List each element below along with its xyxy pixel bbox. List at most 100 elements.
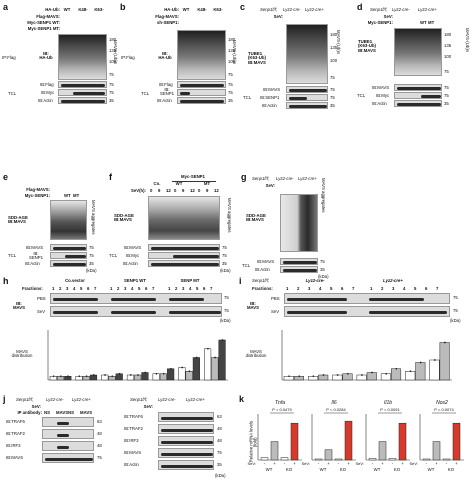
data-point — [444, 341, 446, 344]
geno-senp1-right: Senp1f/f; — [130, 397, 148, 402]
ko-label: KO — [394, 467, 401, 472]
group-co-vector: Co.vector — [65, 278, 85, 283]
data-point — [181, 366, 184, 369]
mw-75b: 75 — [224, 308, 229, 313]
panel-a: a HA-Ub: WT K48- K63- Flag-MAVS: Myc-SEN… — [0, 0, 118, 110]
bar — [452, 422, 461, 461]
fraction-number: 5 — [330, 286, 333, 291]
ib-actin-label: IB:Actin — [157, 98, 172, 103]
geno-cre-neg-right: Lyz2-cre- — [158, 397, 176, 402]
ib-actin-label: IB:Actin — [255, 267, 270, 272]
ip-label: IP:Flag — [121, 55, 135, 60]
ib-actin-label: IB:Actin — [262, 103, 277, 108]
data-point — [419, 361, 422, 364]
p-value: P = 0.0284 — [326, 407, 346, 412]
fraction-number: 4 — [131, 286, 134, 291]
panel-j-label: j — [3, 394, 6, 404]
p-value: P = 0.0074 — [434, 407, 454, 412]
fraction-number: 7 — [436, 286, 439, 291]
tcl-label: TCL — [242, 263, 251, 268]
ip-antibody-col: NS — [68, 410, 74, 415]
ub-smear-blot — [58, 34, 107, 80]
right-blot — [158, 436, 214, 446]
sev-sign: - — [446, 461, 448, 466]
bar — [388, 458, 397, 461]
left-mw: 75 — [97, 455, 102, 460]
fraction-number: 6 — [87, 286, 90, 291]
mavs-ub-side-label: MAVS-(Ub)n — [336, 30, 341, 55]
fraction-number: 1 — [370, 286, 373, 291]
geno-senp1: Senp1f/f; — [370, 7, 388, 12]
bar — [167, 368, 175, 381]
kda-label: (kDa) — [318, 274, 329, 279]
data-point — [312, 375, 315, 378]
mavs-ub-side-label: MAVS-(Ub)n — [113, 40, 118, 65]
fraction-number: 3 — [308, 286, 311, 291]
data-point — [371, 371, 373, 374]
tcl-label: TCL — [357, 93, 366, 98]
ib-myc-label: IB:Myc — [376, 93, 390, 98]
mavs-blot — [394, 84, 442, 91]
mavs-aggregates-label: MAVS aggregates — [91, 200, 96, 235]
right-ib-label: IB:TRAF2 — [124, 426, 143, 431]
panel-f: f Myc-SENP1 Co. WT MT SeV(h): 0 9 12 0 9 12 0 9… — [108, 172, 236, 273]
mw-75a: 75 — [222, 245, 227, 250]
sev-label: SeV: — [301, 461, 310, 466]
fraction-number: 6 — [425, 286, 428, 291]
row-flag-mavs: Flag-MAVS: — [26, 187, 50, 192]
data-point — [288, 375, 290, 378]
bar — [398, 422, 407, 461]
bar — [342, 373, 353, 381]
mw-75a: 75 — [89, 245, 94, 250]
bar — [185, 371, 193, 381]
ib-myc-label: IB:Myc — [41, 90, 55, 95]
myc-senp1-label: Myc-SENP1: — [367, 20, 393, 25]
sev-label: SeV: — [355, 461, 364, 466]
geno-senp1: Senp1f/f; — [252, 176, 270, 181]
mw-100: 100 — [109, 59, 117, 64]
bar — [439, 342, 450, 381]
ip-antibody-label: IP antibody: — [17, 410, 42, 415]
mw-75b: 75 — [222, 253, 227, 258]
sev-time: 0 — [150, 188, 153, 193]
sdd-age-label: SDD-AGE IB:MAVS — [114, 213, 134, 223]
panel-b: b HA-Ub: WT K48- K63- Flag-MAVS: sh-SENP… — [119, 0, 237, 110]
data-point — [170, 367, 172, 370]
mw-35: 35 — [89, 261, 94, 266]
data-point — [346, 372, 349, 375]
p-value: P = 0.0091 — [380, 407, 400, 412]
mavs-ub-side-label: MAVS-(Ub)n — [465, 28, 470, 53]
data-point — [298, 375, 301, 378]
geno-cre-pos-right: Lyz2-cre+ — [186, 397, 205, 402]
fraction-number: 2 — [175, 286, 178, 291]
panel-g-label: g — [241, 172, 247, 182]
right-blot — [158, 412, 214, 422]
mw-35: 35 — [228, 98, 233, 103]
fraction-number: 7 — [210, 286, 213, 291]
sev-sign: + — [273, 461, 276, 466]
myc-senp1-title: Myc-SENP1 — [181, 174, 205, 179]
data-point — [137, 374, 139, 376]
sev-label: SeV: — [383, 14, 393, 19]
group-senp-mt: SENP MT — [180, 278, 200, 283]
ko-label: KO — [286, 467, 293, 472]
pbs-label: PBS — [37, 296, 46, 301]
mw-180: 180 — [109, 37, 117, 42]
ib-mavs-label: IB:MAVS — [263, 87, 281, 92]
data-point — [361, 374, 363, 376]
fraction-number: 2 — [117, 286, 120, 291]
panel-e-label: e — [3, 172, 9, 182]
panel-d: d Senp1f/f; Lyz2-cre- Lyz2-cre+ SeV: Myc… — [356, 0, 474, 110]
fraction-number: 2 — [297, 286, 300, 291]
panel-h: h Co.vector SENP1 WT SENP MT Fractions: … — [0, 276, 237, 394]
mw-35: 35 — [330, 103, 335, 108]
panel-f-label: f — [109, 172, 112, 182]
sdd-age-label: SDD-AGE IB:MAVS — [8, 215, 28, 225]
right-mw: 75 — [217, 450, 222, 455]
right-blot — [158, 424, 214, 434]
geno-senp1-left: Senp1f/f; — [16, 397, 34, 402]
sev-sign: + — [401, 461, 404, 466]
pbs-blot — [50, 293, 222, 304]
mw-75a: 75 — [228, 72, 233, 77]
sev-time: 12 — [214, 188, 219, 193]
